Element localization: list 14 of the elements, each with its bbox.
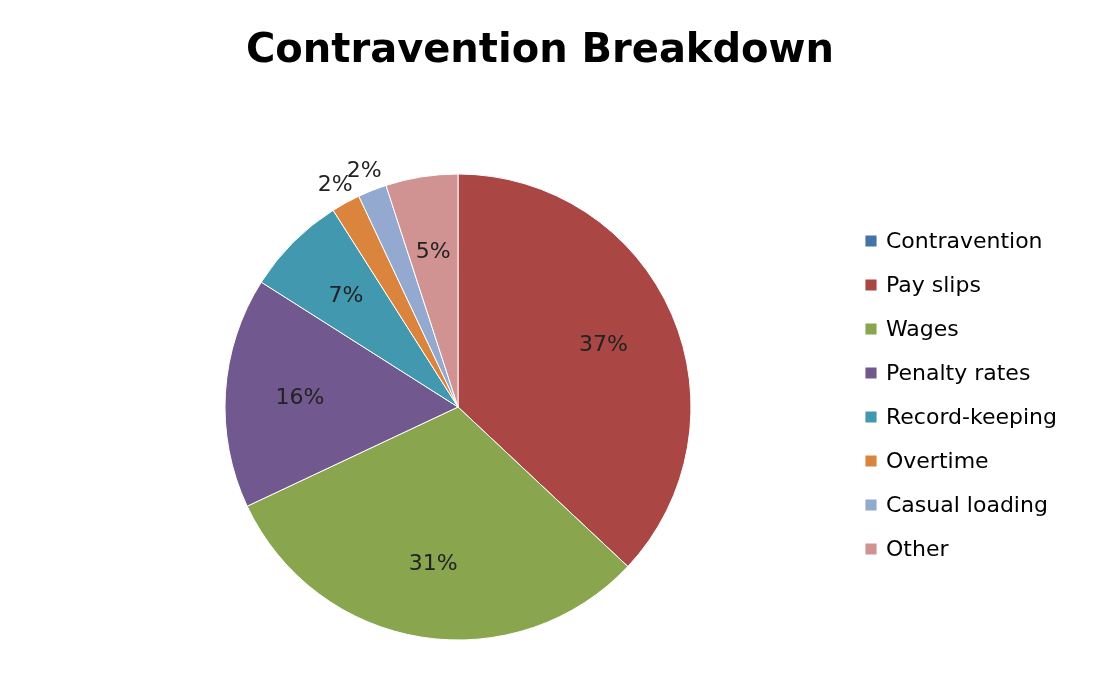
legend-label: Pay slips: [886, 272, 981, 297]
chart-title: Contravention Breakdown: [245, 25, 835, 71]
data-label: 31%: [408, 550, 458, 576]
data-label: 37%: [578, 331, 628, 357]
legend-label: Overtime: [886, 448, 989, 473]
legend-label: Contravention: [886, 228, 1043, 253]
legend-label: Record-keeping: [886, 404, 1057, 429]
data-label: 16%: [275, 384, 325, 410]
legend-label: Casual loading: [886, 492, 1048, 517]
legend-label: Other: [886, 536, 950, 561]
legend-label: Penalty rates: [886, 360, 1031, 385]
legend-label: Wages: [886, 316, 959, 341]
data-label: 5%: [415, 237, 451, 263]
data-label: 7%: [328, 281, 364, 307]
